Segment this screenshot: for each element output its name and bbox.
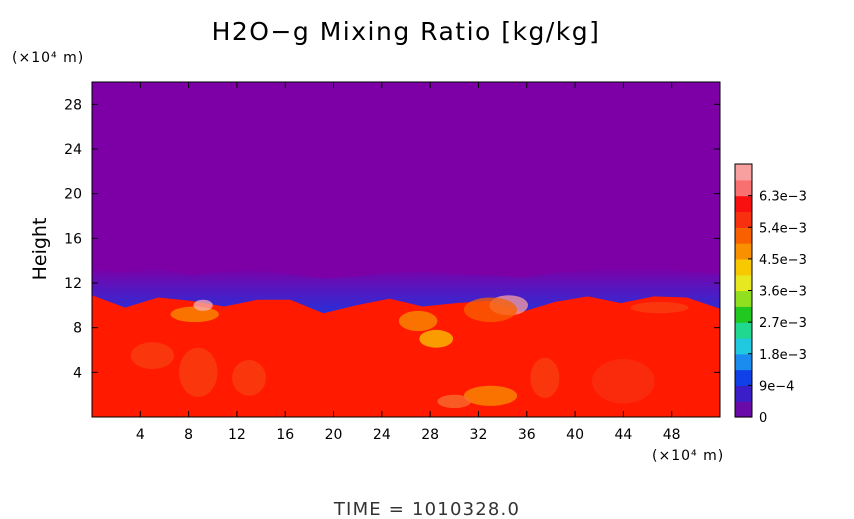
colorbar-segment: [735, 337, 752, 355]
colorbar: [735, 164, 752, 418]
x-tick-label: 48: [663, 427, 681, 443]
colorbar-segment: [735, 274, 752, 292]
eddy-blob: [193, 299, 213, 311]
y-tick-label: 24: [64, 142, 82, 158]
y-tick-label: 20: [64, 187, 82, 203]
colorbar-segment: [735, 369, 752, 386]
x-axis-ticks: 4 8 12 16 20 24 28 32 36 40 44 48: [136, 82, 681, 443]
y-unit-label: (×10⁴ m): [12, 50, 84, 66]
colorbar-segment: [735, 353, 752, 371]
eddy-features: [130, 295, 689, 409]
colorbar-segment: [735, 401, 752, 418]
time-annotation: TIME = 1010328.0: [333, 499, 520, 519]
colorbar-segment: [735, 306, 752, 323]
eddy-blob: [463, 297, 518, 323]
colorbar-segment: [735, 164, 752, 181]
x-tick-label: 40: [566, 427, 584, 443]
eddy-blob: [170, 306, 219, 323]
eddy-blob: [232, 360, 266, 396]
colorbar-segment: [735, 179, 752, 197]
x-tick-label: 44: [614, 427, 632, 443]
colorbar-segment: [735, 290, 752, 307]
y-tick-label: 12: [64, 276, 82, 292]
x-unit-label: (×10⁴ m): [652, 448, 724, 464]
colorbar-label: 6.3e−3: [759, 190, 807, 205]
x-tick-label: 32: [470, 427, 488, 443]
y-tick-label: 28: [64, 97, 82, 113]
eddy-blob: [630, 302, 689, 314]
eddy-blob: [592, 359, 655, 404]
colorbar-label: 9e−4: [759, 379, 794, 394]
colorbar-segment: [735, 385, 752, 402]
colorbar-label: 5.4e−3: [759, 221, 807, 236]
colorbar-label: 4.5e−3: [759, 253, 807, 268]
colorbar-label: 1.8e−3: [759, 348, 807, 363]
y-tick-label: 8: [73, 321, 82, 337]
colorbar-segment: [735, 227, 752, 244]
colorbar-segment: [735, 243, 752, 260]
colorbar-segment: [735, 258, 752, 276]
x-tick-label: 8: [184, 427, 193, 443]
colorbar-segment: [735, 322, 752, 339]
colorbar-segment: [735, 195, 752, 213]
eddy-blob: [398, 310, 438, 332]
eddy-blob: [130, 342, 175, 369]
chart-title: H2O−g Mixing Ratio [kg/kg]: [212, 17, 601, 46]
eddy-blob: [419, 329, 454, 348]
eddy-blob: [437, 394, 472, 409]
y-axis-label: Height: [29, 218, 51, 281]
y-tick-label: 4: [73, 365, 82, 381]
x-tick-label: 16: [276, 427, 294, 443]
x-tick-label: 12: [228, 427, 246, 443]
plot-frame: [91, 81, 721, 418]
x-tick-label: 36: [518, 427, 536, 443]
colorbar-label: 2.7e−3: [759, 316, 807, 331]
x-tick-label: 20: [325, 427, 343, 443]
eddy-blob: [463, 385, 518, 406]
x-tick-label: 28: [421, 427, 439, 443]
colorbar-label: 3.6e−3: [759, 285, 807, 300]
x-tick-label: 4: [136, 427, 145, 443]
eddy-blob: [179, 347, 218, 397]
x-tick-label: 24: [373, 427, 391, 443]
colorbar-label: 0: [759, 411, 767, 426]
colorbar-segment: [735, 211, 752, 228]
eddy-blob: [530, 357, 560, 398]
colorbar-labels: 0 9e−4 1.8e−3 2.7e−3 3.6e−3 4.5e−3 5.4e−3 6.3e−…: [748, 190, 807, 426]
plot-area: [92, 82, 720, 417]
y-tick-label: 16: [64, 231, 82, 247]
y-axis-ticks: 4 8 12 16 20 24 28: [64, 97, 720, 381]
